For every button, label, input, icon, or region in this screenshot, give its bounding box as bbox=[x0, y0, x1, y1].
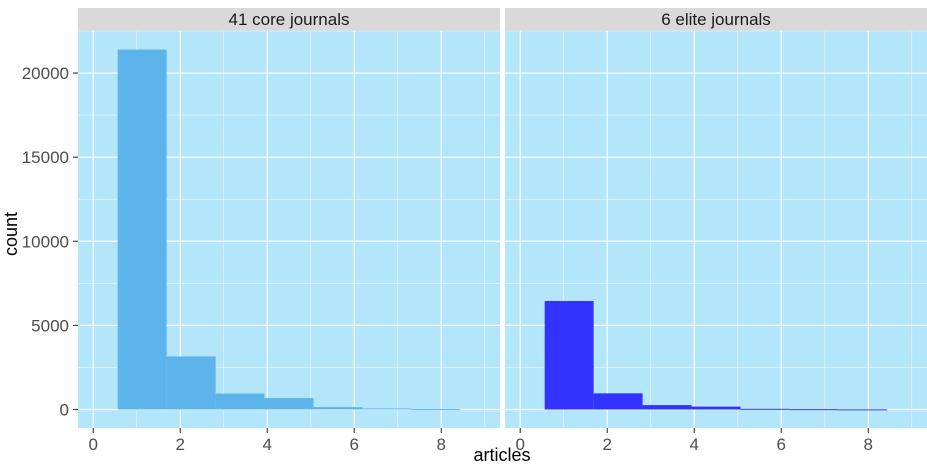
y-axis: 0 5000 10000 15000 20000 bbox=[22, 64, 78, 419]
histogram-bar bbox=[166, 356, 216, 410]
histogram-bar bbox=[117, 49, 167, 410]
facet-panel: 41 core journals 0 2 4 6 8 bbox=[78, 8, 500, 454]
y-tick-label: 15000 bbox=[22, 148, 69, 167]
y-tick-label: 5000 bbox=[31, 316, 69, 335]
x-tick-label: 0 bbox=[88, 435, 97, 454]
histogram-bar bbox=[642, 405, 692, 410]
histogram-bar bbox=[215, 393, 265, 410]
histogram-bar bbox=[313, 407, 363, 410]
histogram-bar bbox=[264, 398, 314, 410]
x-tick-label: 6 bbox=[350, 435, 359, 454]
histogram-bar bbox=[789, 409, 839, 411]
x-axis-title: articles bbox=[473, 445, 530, 465]
histogram-bar bbox=[691, 406, 741, 410]
histogram-bar bbox=[544, 300, 594, 410]
x-tick-label: 8 bbox=[437, 435, 446, 454]
y-tick-label: 20000 bbox=[22, 64, 69, 83]
histogram-bar bbox=[362, 408, 412, 410]
x-tick-label: 4 bbox=[690, 435, 699, 454]
facet-strip bbox=[505, 8, 927, 31]
histogram-bar bbox=[838, 409, 888, 411]
facet-strip-label: 41 core journals bbox=[229, 10, 350, 29]
x-tick-label: 2 bbox=[603, 435, 612, 454]
y-tick-label: 0 bbox=[60, 400, 69, 419]
x-tick-label: 4 bbox=[263, 435, 272, 454]
facet-strip bbox=[78, 8, 500, 31]
histogram-bar bbox=[411, 409, 461, 411]
histogram-bar bbox=[740, 408, 790, 410]
y-tick-label: 10000 bbox=[22, 232, 69, 251]
facet-panel: 6 elite journals 0 2 4 6 8 bbox=[505, 8, 927, 454]
x-tick-label: 2 bbox=[176, 435, 185, 454]
facet-strip-label: 6 elite journals bbox=[661, 10, 771, 29]
x-tick-label: 8 bbox=[864, 435, 873, 454]
y-axis-title: count bbox=[1, 212, 21, 256]
x-tick-label: 0 bbox=[515, 435, 524, 454]
x-tick-label: 6 bbox=[777, 435, 786, 454]
histogram-bar bbox=[593, 393, 643, 410]
